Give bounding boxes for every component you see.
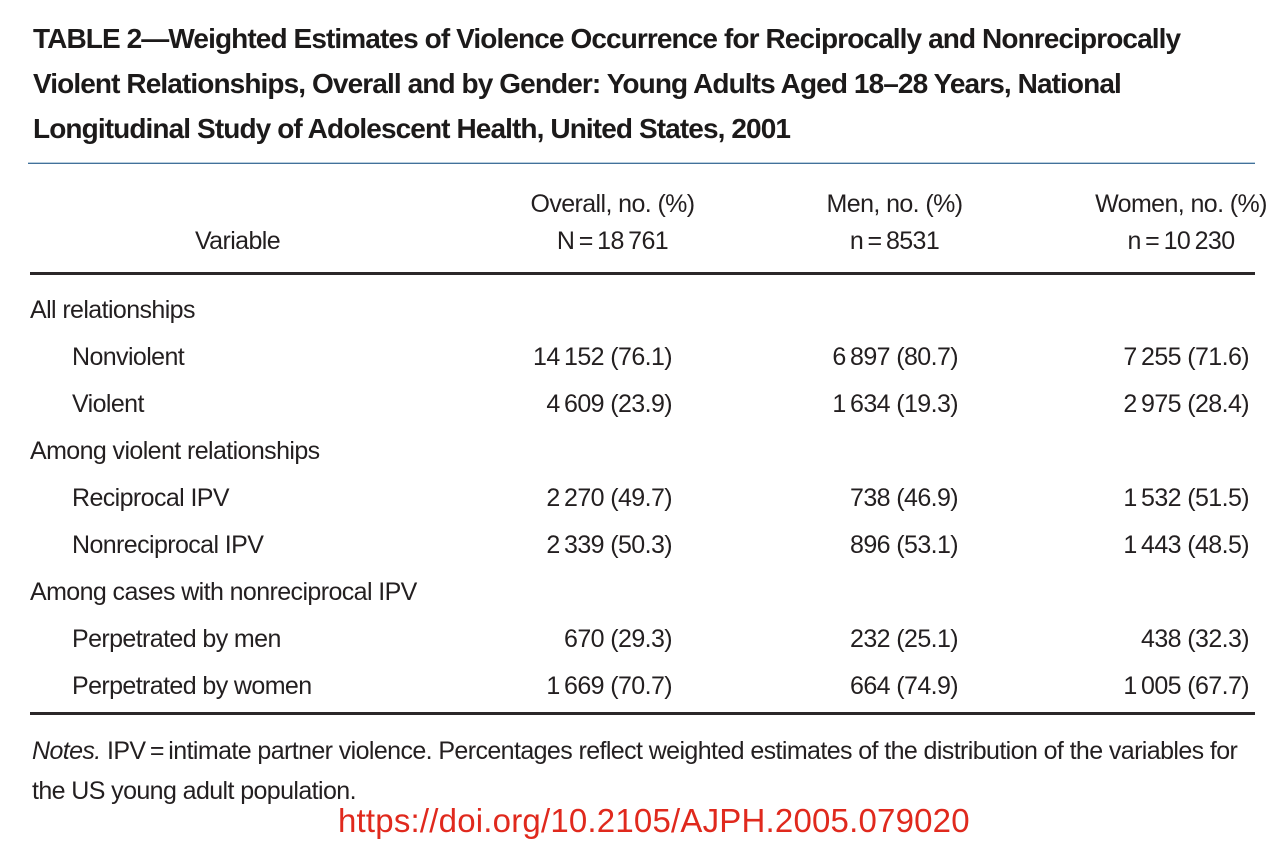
column-header-overall-label: Overall, no. (%) xyxy=(530,190,695,218)
cell-women: 7 255 (71.6) xyxy=(1123,343,1249,371)
cell-overall: 2 339 (50.3) xyxy=(546,531,672,559)
cell-overall: 1 669 (70.7) xyxy=(546,672,672,700)
notes-text: IPV = intimate partner violence. Percent… xyxy=(32,737,1238,805)
cell-men: 896 (53.1) xyxy=(850,531,959,559)
row-label: Nonreciprocal IPV xyxy=(72,531,264,559)
cell-men: 1 634 (19.3) xyxy=(832,390,958,418)
cell-men: 738 (46.9) xyxy=(850,484,959,512)
column-header-women: Women, no. (%) n = 10 230 xyxy=(1041,186,1280,260)
table-row-group-among-nonreciprocal: Among cases with nonreciprocal IPV xyxy=(30,569,1255,616)
cell-women: 438 (32.3) xyxy=(1141,625,1250,653)
table-row-group-all-relationships: All relationships xyxy=(30,287,1255,334)
table-row-perpetrated-by-men: Perpetrated by men 670 (29.3) 232 (25.1)… xyxy=(30,616,1255,663)
row-label: All relationships xyxy=(30,296,195,324)
column-header-variable: Variable xyxy=(194,227,281,255)
column-header-overall-n: N = 18 761 xyxy=(556,227,669,255)
cell-overall: 4 609 (23.9) xyxy=(546,390,672,418)
row-label: Perpetrated by women xyxy=(72,672,312,700)
row-label: Violent xyxy=(72,390,144,418)
table-title: TABLE 2—Weighted Estimates of Violence O… xyxy=(33,23,1181,144)
row-label: Nonviolent xyxy=(72,343,185,371)
table-row-nonviolent: Nonviolent 14 152 (76.1) 6 897 (80.7) 7 … xyxy=(30,334,1255,381)
table-row-nonreciprocal-ipv: Nonreciprocal IPV 2 339 (50.3) 896 (53.1… xyxy=(30,522,1255,569)
table-header-row: Variable Overall, no. (%) N = 18 761 Men… xyxy=(30,164,1267,275)
table-notes: Notes. IPV = intimate partner violence. … xyxy=(32,731,1254,811)
title-divider-rule xyxy=(28,162,1255,164)
table-row-group-among-violent: Among violent relationships xyxy=(30,428,1255,475)
column-header-men-n: n = 8531 xyxy=(849,227,940,255)
cell-overall: 2 270 (49.7) xyxy=(546,484,672,512)
column-header-overall: Overall, no. (%) N = 18 761 xyxy=(480,186,745,260)
cell-men: 664 (74.9) xyxy=(850,672,959,700)
cell-overall: 14 152 (76.1) xyxy=(533,343,673,371)
row-label: Reciprocal IPV xyxy=(72,484,230,512)
notes-prefix: Notes. xyxy=(32,737,101,765)
cell-women: 1 005 (67.7) xyxy=(1123,672,1249,700)
data-table: Variable Overall, no. (%) N = 18 761 Men… xyxy=(30,164,1267,811)
cell-men: 6 897 (80.7) xyxy=(832,343,958,371)
row-label: Among violent relationships xyxy=(30,437,320,465)
column-header-women-label: Women, no. (%) xyxy=(1095,190,1267,218)
table-body: All relationships Nonviolent 14 152 (76.… xyxy=(30,275,1255,715)
cell-men: 232 (25.1) xyxy=(850,625,959,653)
doi-link[interactable]: https://doi.org/10.2105/AJPH.2005.079020 xyxy=(338,802,970,839)
table-row-perpetrated-by-women: Perpetrated by women 1 669 (70.7) 664 (7… xyxy=(30,663,1255,710)
column-header-women-n: n = 10 230 xyxy=(1127,227,1235,255)
row-label: Perpetrated by men xyxy=(72,625,281,653)
row-label: Among cases with nonreciprocal IPV xyxy=(30,578,417,606)
cell-overall: 670 (29.3) xyxy=(564,625,673,653)
column-header-men: Men, no. (%) n = 8531 xyxy=(762,186,1027,260)
table-row-reciprocal-ipv: Reciprocal IPV 2 270 (49.7) 738 (46.9) 1… xyxy=(30,475,1255,522)
cell-women: 1 443 (48.5) xyxy=(1123,531,1249,559)
cell-women: 2 975 (28.4) xyxy=(1123,390,1249,418)
column-header-men-label: Men, no. (%) xyxy=(826,190,964,218)
table-row-violent: Violent 4 609 (23.9) 1 634 (19.3) 2 975 … xyxy=(30,381,1255,428)
cell-women: 1 532 (51.5) xyxy=(1123,484,1249,512)
